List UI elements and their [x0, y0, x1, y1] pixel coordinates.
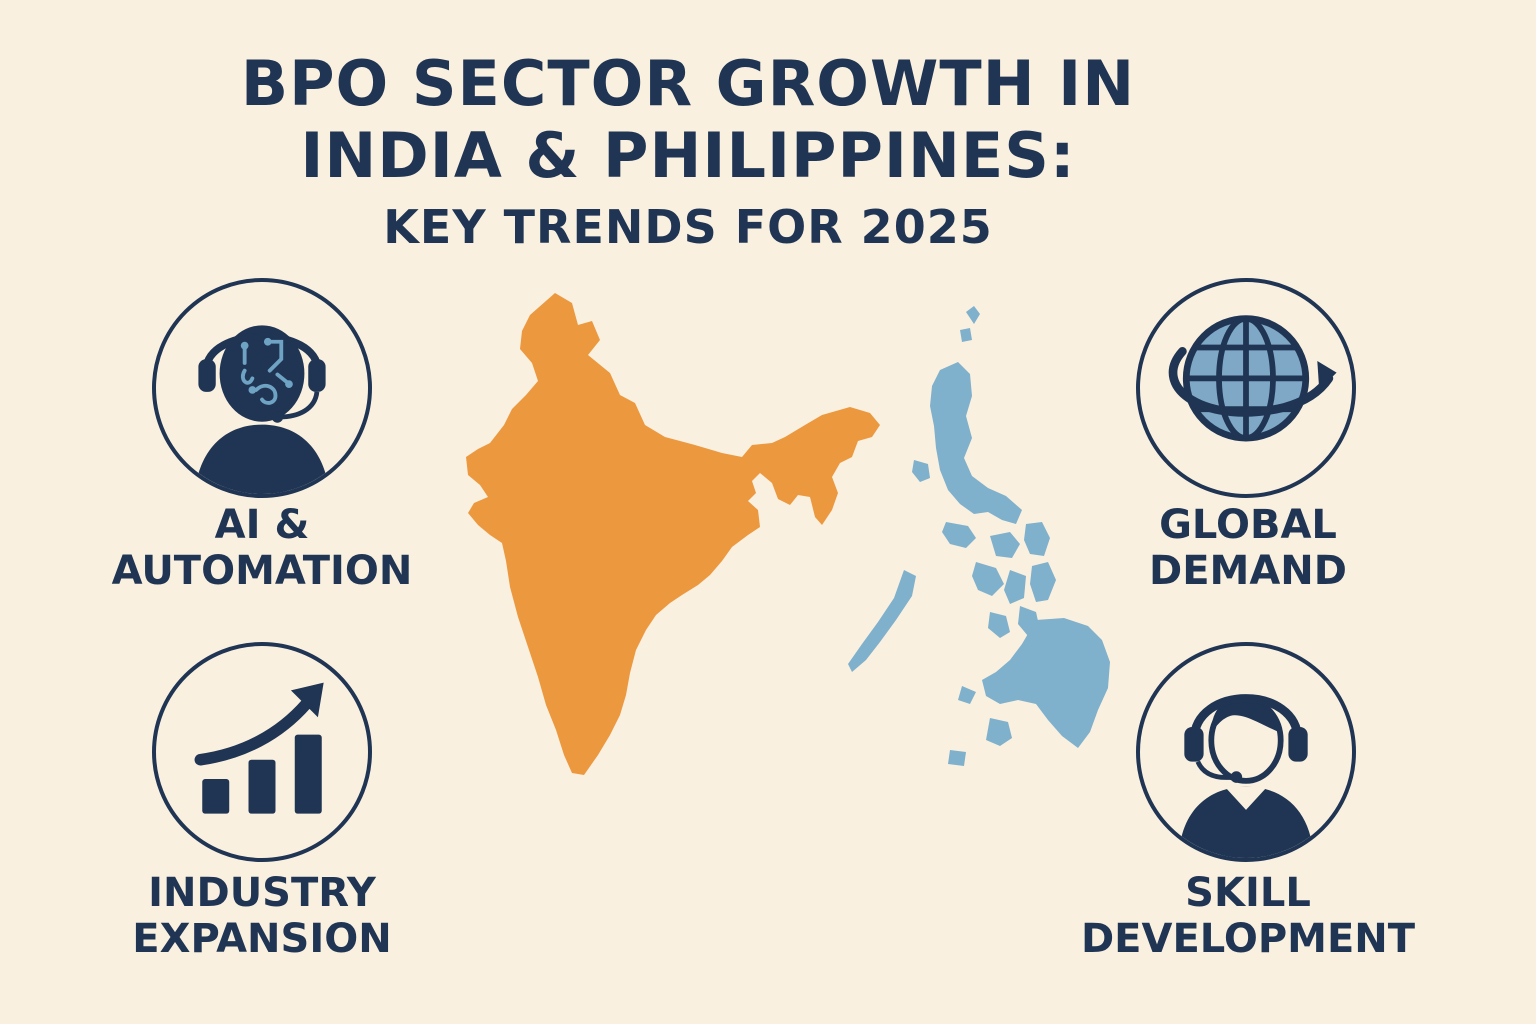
- ai-automation-label-line-1: AI &: [214, 502, 310, 548]
- agent-headset-icon: [1178, 694, 1314, 858]
- ai-automation-label-line-2: AUTOMATION: [111, 548, 413, 594]
- global-demand-label: GLOBAL DEMAND: [1078, 502, 1418, 594]
- industry-expansion-label-line-1: INDUSTRY: [148, 870, 376, 916]
- ai-automation-label: AI & AUTOMATION: [92, 502, 432, 594]
- global-demand-label-line-1: GLOBAL: [1159, 502, 1337, 548]
- global-demand-label-line-2: DEMAND: [1149, 548, 1347, 594]
- title-line-1: BPO SECTOR GROWTH IN: [240, 47, 1136, 120]
- industry-expansion-badge: [152, 642, 372, 862]
- growth-chart-icon: [194, 682, 324, 814]
- india-map: [466, 293, 880, 775]
- skill-development-label-line-2: DEVELOPMENT: [1080, 916, 1416, 962]
- subtitle: KEY TRENDS FOR 2025: [383, 200, 993, 254]
- philippines-map: [848, 306, 1110, 766]
- industry-expansion-label: INDUSTRY EXPANSION: [92, 870, 432, 962]
- globe-arrow-icon: [1168, 315, 1337, 442]
- industry-expansion-label-line-2: EXPANSION: [132, 916, 392, 962]
- ai-agent-headset-icon: [194, 325, 330, 494]
- skill-development-label: SKILL DEVELOPMENT: [1078, 870, 1418, 962]
- page-title: BPO SECTOR GROWTH IN INDIA & PHILIPPINES…: [0, 48, 1376, 258]
- global-demand-badge: [1136, 278, 1356, 498]
- title-line-2: INDIA & PHILIPPINES:: [300, 119, 1076, 192]
- skill-development-badge: [1136, 642, 1356, 862]
- ai-automation-badge: [152, 278, 372, 498]
- skill-development-label-line-1: SKILL: [1185, 870, 1311, 916]
